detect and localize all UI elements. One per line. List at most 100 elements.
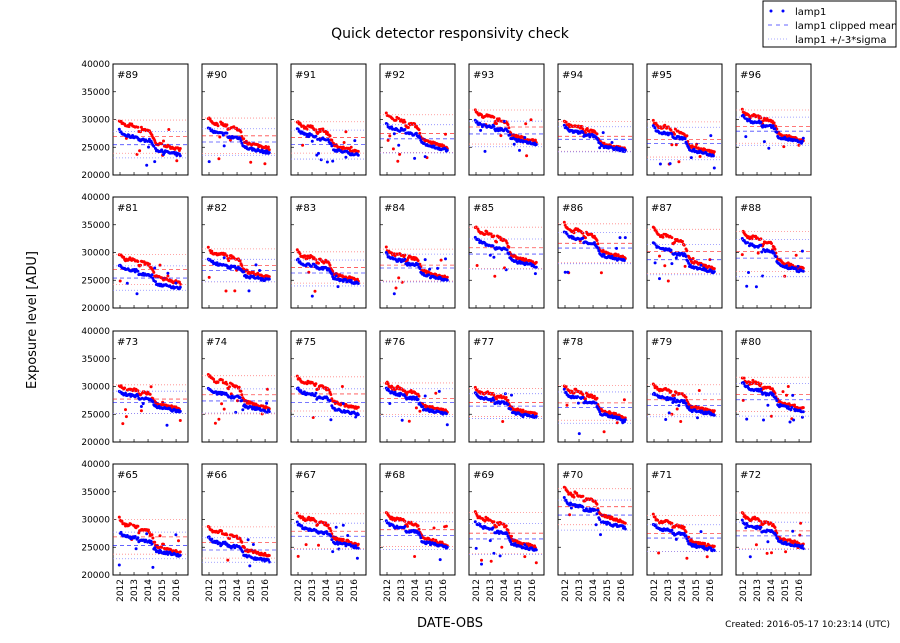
blue-data-point xyxy=(747,271,750,274)
y-tick-label: 30000 xyxy=(81,383,110,393)
red-data-point xyxy=(698,389,701,392)
panel-detector-78: #78 xyxy=(558,331,633,442)
red-data-point xyxy=(523,555,526,558)
red-data-point xyxy=(507,123,510,126)
x-tick-label: 2013 xyxy=(130,579,140,602)
blue-data-point xyxy=(403,258,406,261)
red-data-point xyxy=(223,408,226,411)
panel-detector-96: #96 xyxy=(736,64,811,175)
blue-data-point xyxy=(145,164,148,167)
y-tick-label: 25000 xyxy=(81,143,110,153)
blue-data-point xyxy=(581,237,584,240)
x-tick-label: 2014 xyxy=(322,579,332,602)
red-data-point xyxy=(243,546,246,549)
blue-data-point xyxy=(151,566,154,569)
red-data-point xyxy=(299,252,302,255)
blue-data-point xyxy=(153,160,156,163)
blue-data-point xyxy=(413,157,416,160)
red-data-point xyxy=(225,123,228,126)
panel-detector-79: #79 xyxy=(647,331,722,442)
red-data-point xyxy=(685,134,688,137)
blue-data-point xyxy=(685,534,688,537)
blue-data-point xyxy=(134,535,137,538)
red-data-point xyxy=(162,140,165,143)
blue-data-point xyxy=(330,538,333,541)
blue-data-point xyxy=(234,411,237,414)
blue-data-point xyxy=(153,267,156,270)
blue-data-point xyxy=(492,244,495,247)
red-data-point xyxy=(153,541,156,544)
y-tick-label: 35000 xyxy=(81,88,110,98)
panel-label: #80 xyxy=(740,337,761,348)
red-data-point xyxy=(490,560,493,563)
panel-label: #70 xyxy=(562,470,583,481)
red-data-point xyxy=(220,402,223,405)
red-data-point xyxy=(136,260,139,263)
x-tick-label: 2014 xyxy=(144,579,154,602)
panel-detector-87: #87 xyxy=(647,197,722,308)
blue-data-point xyxy=(118,128,121,131)
red-data-point xyxy=(685,249,688,252)
blue-data-point xyxy=(208,160,211,163)
blue-data-point xyxy=(570,507,573,510)
red-data-point xyxy=(495,122,498,125)
blue-data-point xyxy=(424,258,427,261)
red-data-point xyxy=(214,422,217,425)
blue-data-point xyxy=(670,249,673,252)
red-data-point xyxy=(787,385,790,388)
blue-data-point xyxy=(670,529,673,532)
red-data-point xyxy=(679,420,682,423)
red-data-point xyxy=(670,390,673,393)
red-data-point xyxy=(662,236,665,239)
red-data-point xyxy=(413,555,416,558)
blue-data-point xyxy=(508,133,511,136)
red-data-point xyxy=(802,267,805,270)
blue-data-point xyxy=(774,127,777,130)
red-data-point xyxy=(267,146,270,149)
red-data-point xyxy=(495,241,498,244)
red-data-point xyxy=(434,392,437,395)
red-data-point xyxy=(770,242,773,245)
blue-data-point xyxy=(744,135,747,138)
blue-data-point xyxy=(492,256,495,259)
blue-data-point xyxy=(745,418,748,421)
red-data-point xyxy=(795,254,798,257)
red-data-point xyxy=(207,246,210,249)
blue-data-point xyxy=(419,536,422,539)
y-tick-label: 40000 xyxy=(81,327,110,337)
red-data-point xyxy=(677,160,680,163)
blue-data-point xyxy=(446,279,449,282)
red-data-point xyxy=(225,383,228,386)
blue-data-point xyxy=(225,132,228,135)
panel-label: #67 xyxy=(295,470,316,481)
red-data-point xyxy=(530,118,533,121)
red-data-point xyxy=(166,275,169,278)
blue-data-point xyxy=(563,388,566,391)
red-data-point xyxy=(596,503,599,506)
x-tick-label: 2015 xyxy=(425,579,435,602)
blue-data-point xyxy=(331,160,334,163)
panel-detector-92: #92 xyxy=(380,64,455,175)
red-data-point xyxy=(490,233,493,236)
panel-detector-94: #94 xyxy=(558,64,633,175)
blue-data-point xyxy=(624,236,627,239)
red-data-point xyxy=(238,386,241,389)
panel-label: #93 xyxy=(473,70,494,81)
red-data-point xyxy=(314,520,317,523)
red-data-point xyxy=(495,525,498,528)
blue-data-point xyxy=(669,162,672,165)
panel-label: #88 xyxy=(740,203,761,214)
blue-data-point xyxy=(421,405,424,408)
red-data-point xyxy=(357,406,360,409)
red-data-point xyxy=(415,406,418,409)
blue-data-point xyxy=(658,277,661,280)
red-data-point xyxy=(581,393,584,396)
panel-detector-95: #95 xyxy=(647,64,722,175)
red-data-point xyxy=(417,524,420,527)
red-data-point xyxy=(581,495,584,498)
red-data-point xyxy=(670,129,673,132)
red-data-point xyxy=(670,236,673,239)
